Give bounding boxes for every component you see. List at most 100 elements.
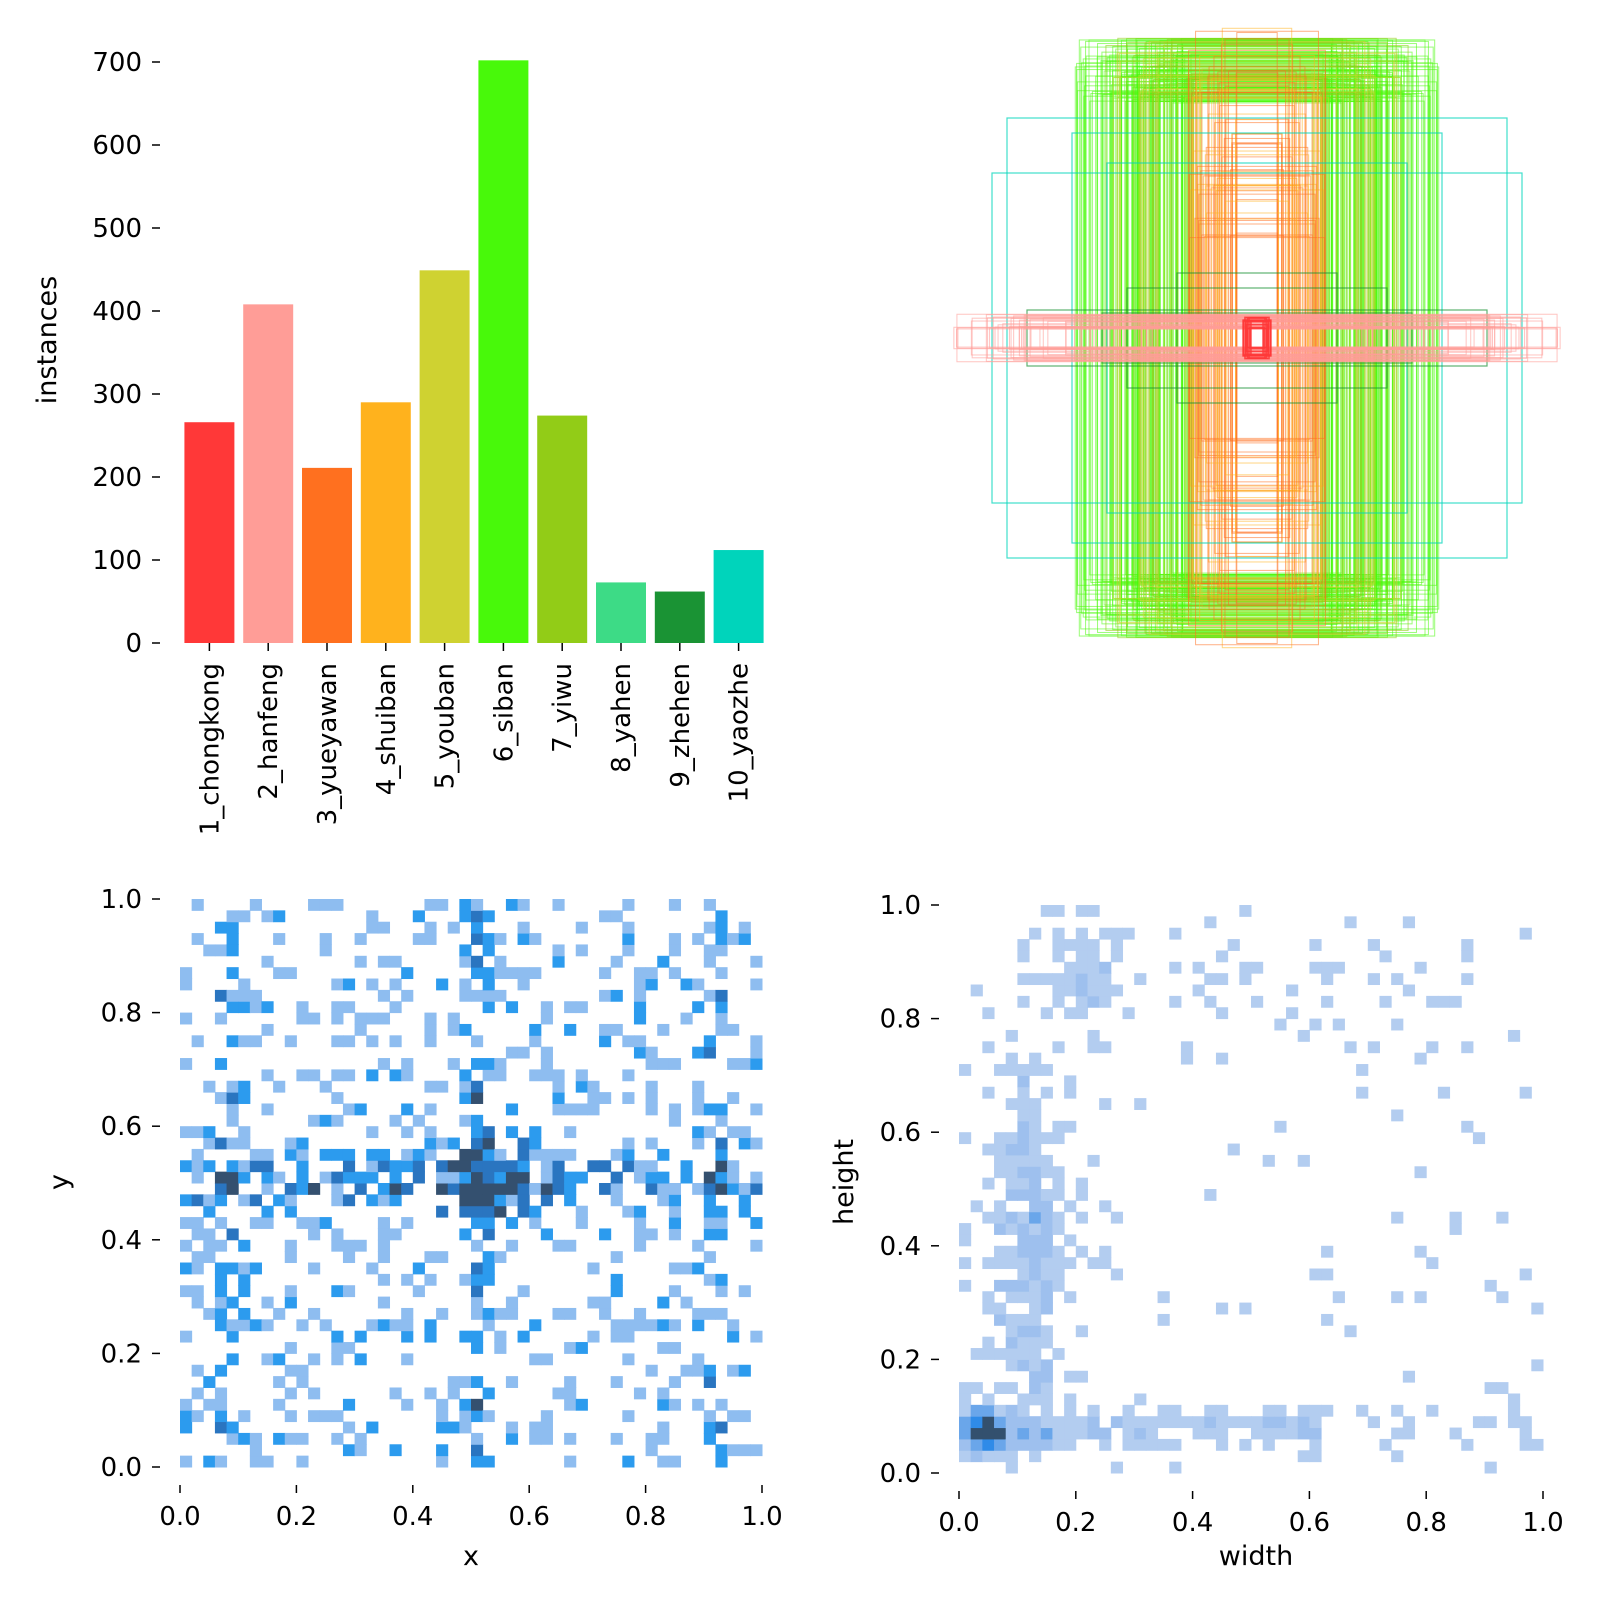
wh-heatmap-cell	[1356, 1064, 1369, 1076]
wh-heatmap-cell	[1192, 1416, 1205, 1429]
xy-heatmap-cell	[494, 1194, 507, 1207]
xy-heatmap-cell	[668, 1455, 682, 1468]
wh-heatmap-cell	[1472, 1416, 1486, 1429]
xy-heatmap-cell	[331, 1432, 344, 1445]
xy-heatmap-cell	[622, 1092, 635, 1104]
box-7_yiwu	[1189, 77, 1325, 599]
bar-x-tick-label: 1_chongkong	[195, 663, 225, 835]
wh-heatmap-cell	[1005, 1052, 1018, 1065]
xy-heatmap-cell	[703, 1171, 716, 1184]
xy-heatmap-cell	[529, 1205, 542, 1218]
xy-heatmap-cell	[599, 1160, 612, 1173]
wh-heatmap-cell	[1099, 1438, 1112, 1451]
xy-heatmap-cell	[715, 1148, 728, 1161]
wh-heatmap-cell	[1472, 1132, 1486, 1145]
wh-heatmap-cell	[1052, 1245, 1065, 1258]
wh-heatmap-cell	[1251, 1416, 1264, 1429]
xy-heatmap-cell	[668, 1342, 682, 1354]
xy-heatmap-cell	[727, 1319, 740, 1332]
xy-heatmap-cell	[203, 1137, 216, 1150]
xy-heatmap-cell	[261, 1171, 274, 1184]
wh-heatmap-cell	[1402, 1427, 1416, 1440]
xy-heatmap-cell	[180, 1285, 193, 1298]
xy-heatmap-cell	[226, 1330, 239, 1343]
xy-heatmap-cell	[471, 933, 484, 945]
xy-heatmap-cell	[214, 1092, 228, 1104]
wh-heatmap-cell	[994, 1404, 1007, 1417]
wh-heatmap-cell	[1064, 1120, 1077, 1133]
xy-heatmap-cell	[540, 1421, 553, 1434]
xy-heatmap-cell	[249, 1432, 262, 1445]
xy-y-tick-label: 0.8	[101, 999, 142, 1029]
wh-heatmap-cell	[982, 1041, 995, 1054]
xy-heatmap-cell	[657, 1398, 670, 1411]
xy-heatmap-cell	[599, 1296, 612, 1309]
wh-heatmap-cell	[1145, 1438, 1159, 1451]
wh-heatmap-cell	[1087, 1257, 1100, 1270]
xy-heatmap-cell	[214, 1410, 228, 1423]
xy-heatmap-cell	[203, 1228, 216, 1241]
xy-heatmap-cell	[692, 1137, 705, 1150]
xy-heatmap-cell	[401, 989, 414, 1002]
wh-heatmap-cell	[1379, 995, 1392, 1008]
wh-heatmap-cell	[1017, 1393, 1030, 1406]
xy-x-tick-label: 0.2	[276, 1502, 317, 1532]
wh-heatmap-cell	[1087, 1427, 1100, 1440]
wh-heatmap-cell	[1426, 1257, 1439, 1270]
xy-heatmap-cell	[459, 1228, 472, 1241]
xy-heatmap-cell	[412, 1160, 425, 1173]
xy-heatmap-cell	[191, 1364, 204, 1377]
xy-heatmap-cell	[296, 1171, 309, 1184]
xy-heatmap-cell	[191, 1387, 204, 1400]
box-3_yueyawan	[1215, 90, 1299, 586]
xy-heatmap-cell	[459, 955, 472, 968]
xy-heatmap-cell	[377, 1273, 391, 1286]
wh-heatmap-cell	[1122, 1404, 1135, 1417]
xy-heatmap-cell	[226, 944, 239, 957]
xy-heatmap-cell	[715, 1285, 728, 1298]
box-3_yueyawan	[1216, 177, 1298, 499]
xy-heatmap-cell	[622, 944, 635, 957]
wh-heatmap-cell	[1122, 1416, 1135, 1429]
wh-heatmap-cell	[1215, 1302, 1229, 1315]
xy-heatmap-cell	[599, 1183, 612, 1195]
xy-heatmap-cell	[645, 1319, 658, 1332]
box-9_zhehen	[1176, 272, 1338, 404]
wh-heatmap-cell	[1145, 1416, 1159, 1429]
xy-heatmap-cell	[249, 1148, 262, 1161]
xy-heatmap-cell	[319, 1171, 332, 1184]
wh-heatmap-cell	[1017, 1211, 1030, 1224]
wh-heatmap-cell	[1461, 1438, 1474, 1451]
wh-heatmap-cell	[1145, 1427, 1159, 1440]
box-3_yueyawan	[1193, 150, 1321, 526]
wh-heatmap-cell	[1064, 1007, 1077, 1020]
wh-heatmap-cell	[1040, 1211, 1053, 1224]
xy-heatmap-cell	[203, 1205, 216, 1218]
xy-heatmap-cell	[564, 1307, 577, 1320]
wh-heatmap-cell	[1040, 905, 1053, 917]
wh-heatmap-cell	[1075, 1416, 1088, 1429]
xy-heatmap-cell	[180, 1239, 193, 1252]
xy-heatmap-cell	[692, 1080, 705, 1093]
box-9_zhehen	[1101, 312, 1413, 364]
xy-heatmap-cell	[529, 1319, 542, 1332]
xy-heatmap-cell	[529, 1353, 542, 1366]
xy-heatmap-cell	[564, 1171, 577, 1184]
wh-x-axis: 0.0 0.2 0.4 0.6 0.8 1.0	[938, 1491, 1564, 1538]
wh-heatmap-cell	[1005, 1257, 1018, 1270]
wh-heatmap-cell	[1134, 1427, 1147, 1440]
xy-heatmap-cell	[505, 1239, 519, 1252]
xy-heatmap-cell	[203, 944, 216, 957]
xy-heatmap-cell	[633, 1239, 647, 1252]
xy-heatmap-cell	[599, 1307, 612, 1320]
xy-heatmap-cell	[249, 1194, 262, 1207]
xy-heatmap-cell	[459, 899, 472, 911]
xy-heatmap-cell	[238, 1035, 251, 1048]
wh-heatmap-cell	[970, 1348, 983, 1360]
xy-heatmap-cell	[482, 1387, 495, 1400]
xy-heatmap-cell	[529, 1023, 542, 1036]
wh-heatmap-cell	[1169, 1461, 1182, 1474]
wh-heatmap-cell	[1414, 1245, 1427, 1258]
xy-heatmap-cell	[401, 1126, 414, 1139]
